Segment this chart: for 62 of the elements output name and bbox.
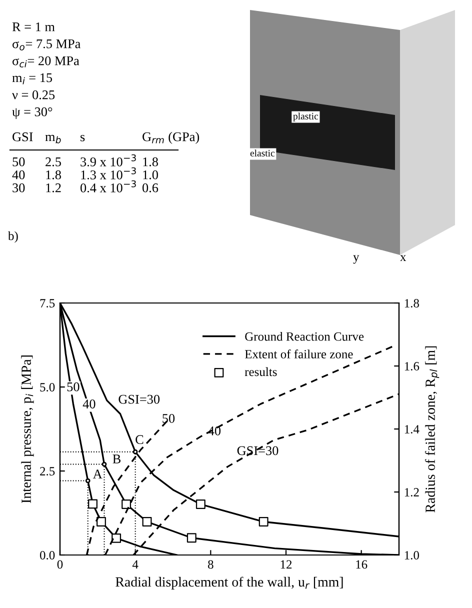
y2-tick-label: 1.0 [404,551,420,560]
text: m$_{b}$ [45,134,61,144]
text: σ$_{ci}$= 20 MPa [12,56,80,68]
point [96,517,106,526]
text: ψ = 30° [12,107,52,119]
text: G$_{rm}$ (GPa) [142,132,200,144]
point [186,533,196,543]
y-tick-label: 2.5 [40,467,55,476]
annotation: B [112,454,121,464]
point [196,500,206,509]
annotation: 50 [67,382,80,392]
text: 50 [12,157,25,166]
x-tick-label: 0 [57,560,63,569]
text: 40 [12,170,25,180]
y-tick-label: 0.0 [40,551,55,560]
y-axis-title: Internal pressure, p$_{i}$ [MPa] [21,356,34,504]
text: GSI [12,132,33,142]
point [258,517,268,526]
y2-tick-label: 1.4 [404,425,420,434]
text: 1.8 [143,157,158,166]
text: 1.8 [46,170,61,180]
x-tick-label: 12 [280,560,292,569]
text: m$_{i}$ = 15 [12,73,52,84]
text: R = 1 m [12,22,55,32]
y2-tick-label: 1.6 [404,362,420,371]
text: 1.3 x 10$^{−3}$ [81,167,136,180]
text: 1.0 [143,170,158,180]
text: s [80,134,85,142]
y2-axis-title: Radius of failed zone, R$_{pl}$ [m] [425,346,440,512]
x-tick-label: 16 [356,560,368,569]
y2-tick-label: 1.8 [404,299,420,308]
annotation: GSI=30 [237,446,278,456]
text: 3.9 x 10$^{−3}$ [80,154,136,166]
point [122,500,132,509]
text: 1.2 [46,183,61,192]
text: b) [8,231,18,243]
text: 0.4 x 10$^{−3}$ [80,180,136,192]
annotation: 50 [162,414,175,423]
point [142,517,152,526]
annotation: GSI=30 [118,394,160,404]
text: ν = 0.25 [12,90,55,100]
y-tick-label: 7.5 [40,299,55,308]
x-tick-label: 8 [208,560,214,569]
text: elastic [250,150,275,156]
legend-label: results [244,367,277,376]
annotation: 40 [82,400,96,408]
y-tick-label: 5.0 [40,383,55,392]
y2-tick-label: 1.2 [404,488,419,497]
x-tick-label: 4 [132,560,138,569]
x-axis-title: Radial displacement of the wall, u$_{r}$ [mm] [116,576,343,590]
text: σ$_{o}$= 7.5 MPa [12,39,81,50]
text: plastic [293,112,318,122]
text: 0.6 [142,183,158,192]
point [88,499,98,509]
text: x [400,255,406,262]
text: 30 [12,183,25,192]
legend-label: Ground Reaction Curve [245,332,364,341]
point [112,533,122,543]
text: y [353,255,360,264]
annotation: C [136,435,144,444]
annotation: A [92,470,102,478]
legend-label: Extent of failure zone [244,350,353,358]
